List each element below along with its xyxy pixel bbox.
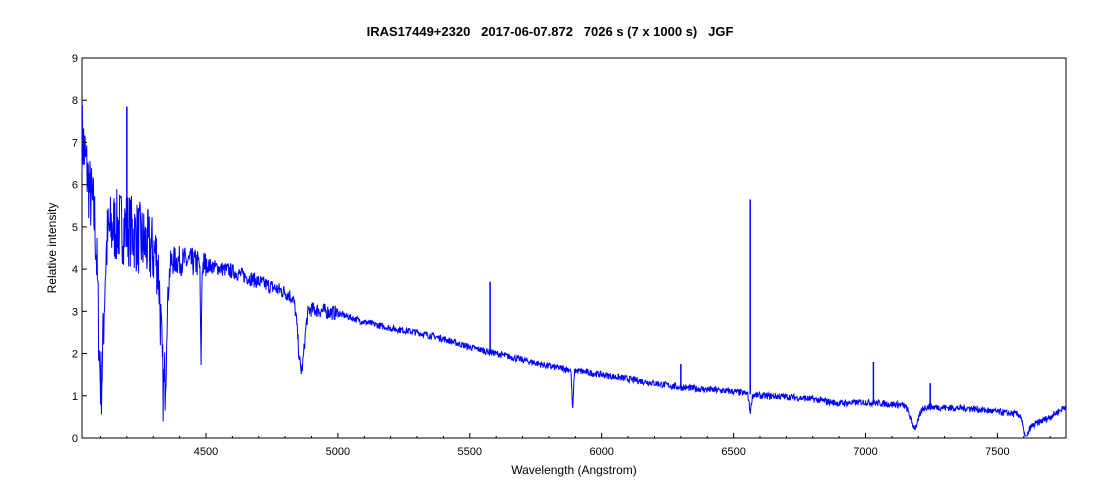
spectrum-line xyxy=(81,104,1067,437)
x-tick-label: 7500 xyxy=(985,446,1009,458)
x-tick-label: 4500 xyxy=(194,446,218,458)
y-tick-label: 9 xyxy=(72,53,78,65)
x-axis-label: Wavelength (Angstrom) xyxy=(511,463,637,477)
y-tick-label: 5 xyxy=(72,222,78,234)
chart-title: IRAS17449+2320 2017-06-07.872 7026 s (7 … xyxy=(366,24,734,39)
spectrum-layer xyxy=(81,104,1067,437)
y-tick-label: 7 xyxy=(72,137,78,149)
y-tick-label: 2 xyxy=(72,349,78,361)
y-tick-label: 8 xyxy=(72,95,78,107)
axes: 4500 5000 5500 6000 6500 7000 7500 0 1 2 3 4 5 6 7 8 9 xyxy=(72,53,1051,458)
x-tick-label: 5500 xyxy=(458,446,482,458)
x-tick-label: 6500 xyxy=(721,446,745,458)
x-tick-label: 6000 xyxy=(589,446,613,458)
x-tick-label: 5000 xyxy=(326,446,350,458)
y-tick-label: 4 xyxy=(72,264,78,276)
y-tick-label: 3 xyxy=(72,306,78,318)
y-axis-label: Relative intensity xyxy=(45,203,59,294)
y-tick-label: 6 xyxy=(72,180,78,192)
y-tick-label: 1 xyxy=(72,391,78,403)
y-tick-label: 0 xyxy=(72,433,78,445)
x-tick-label: 7000 xyxy=(853,446,877,458)
